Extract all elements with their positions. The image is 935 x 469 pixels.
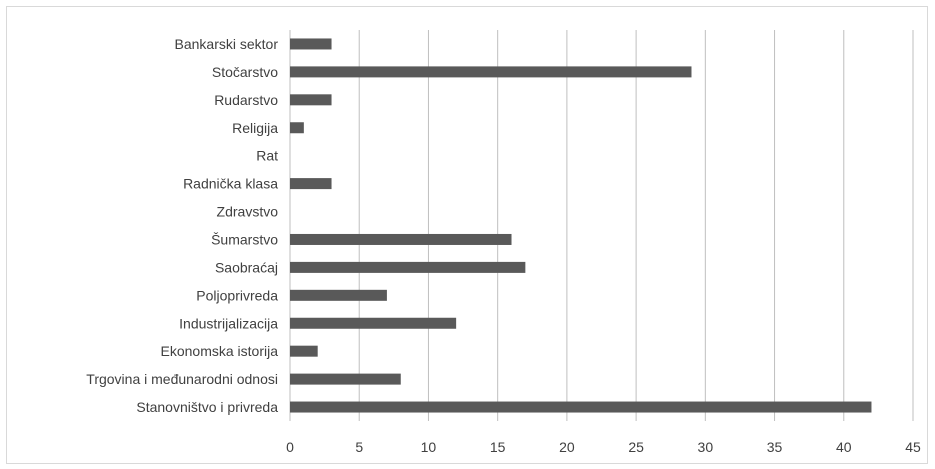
bar xyxy=(290,233,512,245)
bar xyxy=(290,178,332,190)
category-label: Stanovništvo i privreda xyxy=(136,399,278,415)
bar xyxy=(290,401,872,413)
bar xyxy=(290,373,401,385)
category-label: Šumarstvo xyxy=(211,231,278,247)
x-tick-label: 40 xyxy=(836,439,852,455)
x-tick-label: 45 xyxy=(905,439,921,455)
bar xyxy=(290,261,526,273)
bar xyxy=(290,289,387,301)
category-labels: Bankarski sektor Stočarstvo Rudarstvo Relig… xyxy=(86,36,278,415)
bars xyxy=(290,38,872,413)
bar xyxy=(290,38,332,50)
bar xyxy=(290,317,457,329)
bar xyxy=(290,94,332,106)
x-tick-label: 15 xyxy=(490,439,506,455)
x-tick-label: 30 xyxy=(698,439,714,455)
category-label: Radnička klasa xyxy=(183,176,278,192)
x-tick-label: 5 xyxy=(355,439,363,455)
category-label: Bankarski sektor xyxy=(175,36,279,52)
bar xyxy=(290,345,318,357)
category-label: Rat xyxy=(256,148,278,164)
category-label: Industrijalizacija xyxy=(179,315,278,331)
category-label: Rudarstvo xyxy=(214,92,278,108)
category-label: Zdravstvo xyxy=(217,204,279,220)
category-label: Religija xyxy=(232,120,278,136)
gridlines xyxy=(289,30,914,421)
x-axis-tick-labels: 0 5 10 15 20 25 30 35 40 45 xyxy=(286,439,921,455)
category-label: Saobraćaj xyxy=(215,259,278,275)
category-label: Ekonomska istorija xyxy=(161,343,279,359)
category-label: Poljoprivreda xyxy=(196,287,278,303)
bar xyxy=(290,122,304,134)
category-label: Trgovina i međunarodni odnosi xyxy=(86,371,278,387)
x-tick-label: 20 xyxy=(559,439,575,455)
x-tick-label: 10 xyxy=(421,439,437,455)
x-tick-label: 0 xyxy=(286,439,294,455)
bar xyxy=(290,66,692,78)
x-tick-label: 25 xyxy=(628,439,644,455)
x-tick-label: 35 xyxy=(767,439,783,455)
category-label: Stočarstvo xyxy=(212,64,278,80)
